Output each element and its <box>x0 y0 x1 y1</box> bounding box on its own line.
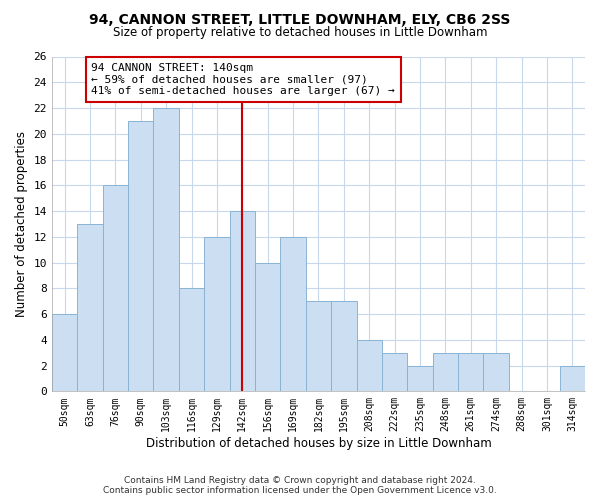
Text: 94, CANNON STREET, LITTLE DOWNHAM, ELY, CB6 2SS: 94, CANNON STREET, LITTLE DOWNHAM, ELY, … <box>89 12 511 26</box>
Bar <box>458 352 484 392</box>
Bar <box>179 288 204 392</box>
Text: 94 CANNON STREET: 140sqm
← 59% of detached houses are smaller (97)
41% of semi-d: 94 CANNON STREET: 140sqm ← 59% of detach… <box>91 63 395 96</box>
Y-axis label: Number of detached properties: Number of detached properties <box>15 131 28 317</box>
Bar <box>204 237 230 392</box>
Bar <box>52 314 77 392</box>
Bar <box>484 352 509 392</box>
Bar <box>433 352 458 392</box>
Bar <box>382 352 407 392</box>
Bar <box>230 211 255 392</box>
Text: Size of property relative to detached houses in Little Downham: Size of property relative to detached ho… <box>113 26 487 39</box>
Text: Contains HM Land Registry data © Crown copyright and database right 2024.
Contai: Contains HM Land Registry data © Crown c… <box>103 476 497 495</box>
X-axis label: Distribution of detached houses by size in Little Downham: Distribution of detached houses by size … <box>146 437 491 450</box>
Bar <box>407 366 433 392</box>
Bar <box>356 340 382 392</box>
Bar <box>154 108 179 392</box>
Bar <box>306 301 331 392</box>
Bar <box>255 262 280 392</box>
Bar <box>77 224 103 392</box>
Bar <box>103 186 128 392</box>
Bar <box>560 366 585 392</box>
Bar <box>128 121 154 392</box>
Bar <box>280 237 306 392</box>
Bar <box>331 301 356 392</box>
